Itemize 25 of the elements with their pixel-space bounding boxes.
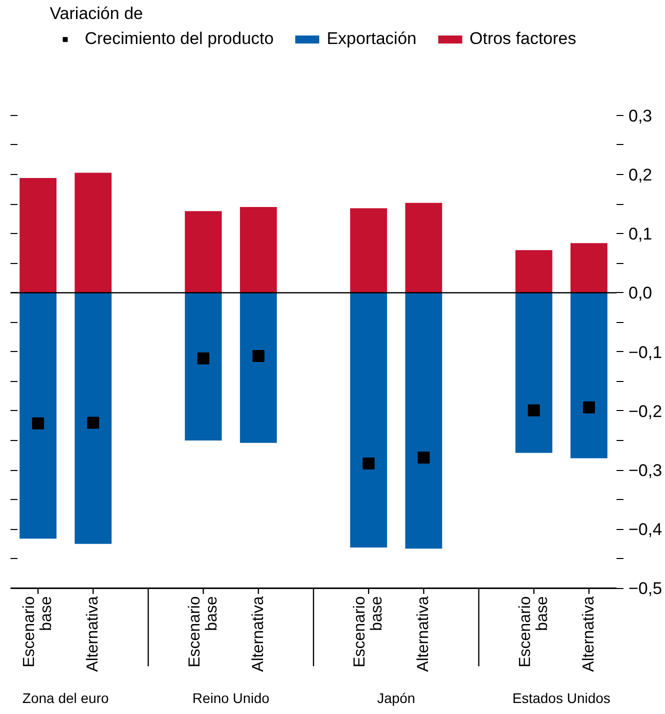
y-tick-label: 0,2 — [628, 166, 652, 185]
y-tick-label: 0,0 — [628, 284, 652, 303]
text: Japón — [377, 690, 416, 706]
y-tick-label: 0,1 — [628, 224, 652, 244]
text: Estados Unidos — [512, 690, 610, 706]
legend-label: Exportación — [326, 29, 416, 49]
x-tick-label: Alternativa — [84, 596, 102, 672]
y-tick-label: −0,5 — [628, 579, 662, 598]
y-tick-label: −0,3 — [628, 461, 662, 480]
x-tick-label: Escenario base — [516, 596, 551, 668]
x-tick-label: Alternativa — [415, 596, 432, 672]
y-tick-label: 0,3 — [628, 106, 652, 126]
x-tick-label: Alternativa — [250, 596, 267, 672]
legend-title: Variación de — [50, 4, 144, 24]
x-tick-label: Alternativa — [580, 596, 598, 672]
text: Zona del euro — [22, 690, 109, 706]
y-tick-label: −0,1 — [628, 342, 662, 362]
text: Reino Unido — [192, 690, 270, 706]
legend-label: Crecimiento del producto — [84, 29, 274, 49]
x-tick-label: Escenario base — [186, 596, 220, 668]
x-tick-label: Escenario base — [352, 596, 386, 668]
legend-label: Otros factores — [470, 29, 576, 49]
y-tick-label: −0,2 — [628, 402, 662, 421]
x-tick-label: Escenario base — [21, 596, 56, 668]
y-tick-label: −0,4 — [628, 520, 662, 540]
